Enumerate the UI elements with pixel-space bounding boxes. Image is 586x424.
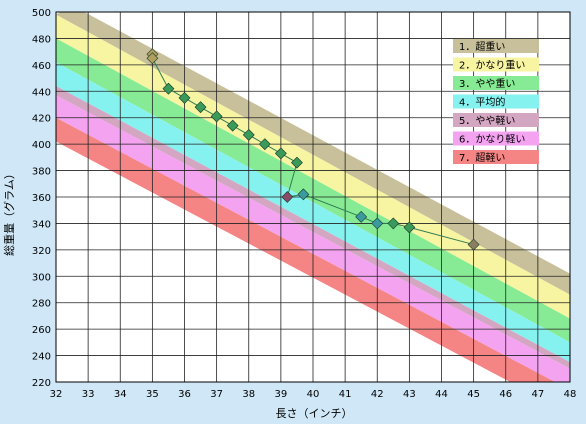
data-point: [387, 217, 400, 230]
y-tick-label: 460: [32, 61, 51, 72]
y-tick-label: 300: [32, 272, 51, 283]
x-tick-label: 42: [371, 389, 384, 400]
x-tick-label: 39: [275, 389, 288, 400]
x-tick-label: 37: [210, 389, 223, 400]
y-tick-label: 380: [32, 167, 51, 178]
data-point: [403, 221, 416, 234]
legend-label: 7．超軽い: [459, 151, 505, 164]
data-point: [281, 191, 294, 203]
y-tick-label: 360: [32, 193, 51, 204]
x-tick-label: 40: [307, 389, 320, 400]
y-tick-label: 240: [32, 352, 51, 363]
data-point: [258, 138, 271, 151]
legend-label: 1．超重い: [459, 40, 505, 53]
legend-swatch: [453, 94, 539, 109]
data-point: [291, 156, 303, 169]
data-point: [467, 238, 480, 251]
legend-label: 5．やや軽い: [459, 115, 515, 127]
x-tick-label: 41: [339, 389, 352, 400]
legend-swatch: [453, 57, 539, 72]
data-point: [371, 217, 384, 230]
y-tick-label: 320: [32, 246, 51, 257]
y-tick-label: 500: [32, 8, 51, 19]
data-point: [274, 147, 287, 160]
legend: 1．超重い 2．かなり重い 3．やや重い 4．平均的 5．やや軽い 6．かなり軽い 7．超軽…: [453, 39, 539, 164]
legend-label: 4．平均的: [459, 96, 505, 109]
x-tick-label: 45: [467, 389, 480, 400]
legend-swatch: [453, 131, 539, 146]
y-tick-label: 280: [32, 299, 51, 310]
y-tick-label: 340: [32, 219, 51, 230]
data-point: [297, 188, 310, 201]
plot-border: [55, 11, 571, 383]
x-axis-label: 長さ（インチ）: [276, 407, 353, 420]
data-point: [226, 119, 239, 132]
legend-swatch: [453, 150, 539, 164]
x-tick-label: 35: [146, 389, 159, 400]
legend-swatch: [453, 39, 539, 53]
x-tick-label: 43: [403, 389, 416, 400]
y-tick-label: 400: [32, 140, 51, 151]
x-tick-label: 36: [178, 389, 191, 400]
x-tick-label: 44: [435, 389, 448, 400]
data-point: [146, 52, 159, 65]
data-point: [178, 91, 191, 104]
data-point: [194, 101, 207, 114]
x-tick-label: 34: [114, 389, 127, 400]
data-point: [355, 210, 368, 223]
x-tick-label: 33: [82, 389, 95, 400]
legend-label: 6．かなり軽い: [459, 134, 525, 146]
x-tick-label: 38: [242, 389, 255, 400]
y-tick-label: 420: [32, 114, 51, 125]
y-tick-label: 440: [32, 87, 51, 98]
y-tick-label: 260: [32, 325, 51, 336]
legend-swatch: [453, 76, 539, 90]
x-tick-label: 48: [564, 389, 577, 400]
legend-swatch: [453, 113, 539, 127]
x-tick-label: 46: [499, 389, 512, 400]
y-tick-label: 220: [32, 378, 51, 389]
x-tick-label: 47: [532, 389, 545, 400]
x-tick-label: 32: [50, 389, 63, 400]
legend-label: 2．かなり重い: [459, 59, 525, 72]
legend-label: 3．やや重い: [459, 77, 515, 90]
data-point: [210, 110, 223, 123]
y-axis-label: 総重量（グラム）: [2, 168, 16, 256]
data-point: [242, 128, 255, 141]
y-tick-label: 480: [32, 34, 51, 45]
plot-area: 32 33 34 35 36 37 38 39 40 41 42 43 44 45 46 47 48 220 240…: [32, 8, 577, 400]
data-point: [162, 82, 175, 95]
